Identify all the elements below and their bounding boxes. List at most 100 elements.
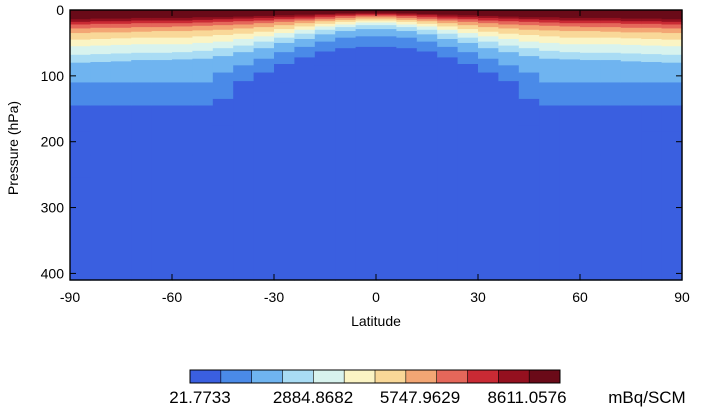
heatmap-cell [151, 31, 173, 39]
heatmap-cell [131, 52, 153, 61]
heatmap-cell [437, 38, 459, 48]
heatmap-cell [233, 24, 255, 30]
heatmap-cell [233, 18, 255, 22]
heatmap-cell [70, 28, 91, 34]
heatmap-cell [620, 105, 642, 156]
heatmap-cell [294, 26, 316, 31]
heatmap-cell [70, 10, 91, 20]
heatmap-cell [478, 92, 499, 281]
heatmap-cell [192, 17, 214, 21]
heatmap-cell [498, 81, 520, 107]
heatmap-cell [90, 54, 112, 63]
heatmap-cell [641, 21, 663, 25]
heatmap-cell [294, 14, 316, 18]
heatmap-cell [396, 10, 418, 14]
heatmap-cell [151, 10, 173, 19]
heatmap-cell [416, 10, 438, 15]
heatmap-cell [457, 15, 479, 18]
heatmap-cell [396, 21, 418, 26]
heatmap-cell [559, 17, 581, 22]
heatmap-cell [580, 23, 601, 28]
heatmap-cell [212, 19, 234, 23]
heatmap-cell [314, 15, 336, 18]
heatmap-cell [253, 20, 275, 24]
heatmap-cell [580, 10, 601, 19]
heatmap-cell [314, 10, 336, 15]
heatmap-cell [641, 23, 663, 29]
heatmap-cell [233, 21, 255, 26]
heatmap-cell [274, 19, 295, 23]
heatmap-cell [416, 17, 438, 20]
heatmap-cell [151, 154, 173, 281]
heatmap-cell [559, 59, 581, 84]
colorbar-tick-label: 5747.9629 [380, 388, 460, 407]
heatmap-cell [661, 39, 683, 47]
heatmap-cell [580, 44, 601, 54]
heatmap-cell [212, 72, 234, 100]
heatmap-cell [437, 69, 459, 281]
heatmap-cell [70, 19, 91, 23]
heatmap-cell [110, 23, 132, 29]
heatmap-cell [580, 60, 601, 84]
heatmap-cell [641, 38, 663, 47]
heatmap-cell [233, 65, 255, 82]
heatmap-cell [355, 29, 377, 37]
heatmap-cell [376, 36, 397, 48]
heatmap-cell [376, 12, 397, 15]
heatmap-cell [172, 59, 193, 84]
heatmap-cell [457, 37, 479, 44]
heatmap-cell [192, 30, 214, 37]
heatmap-cell [559, 10, 581, 19]
heatmap-cell [437, 29, 459, 35]
heatmap-cell [131, 82, 153, 107]
heatmap-cell [274, 64, 295, 84]
heatmap-cell [335, 19, 357, 23]
colorbar-swatch [436, 370, 468, 383]
heatmap-cell [396, 19, 418, 23]
heatmap-cell [233, 16, 255, 20]
heatmap-cell [661, 24, 683, 30]
heatmap-cell [376, 25, 397, 30]
heatmap-cell [70, 24, 91, 30]
colorbar-swatch [375, 370, 407, 383]
heatmap-cell [661, 62, 683, 84]
heatmap-cell [192, 82, 214, 107]
heatmap-cell [110, 82, 132, 107]
axes: -90 -60 -30 0 30 60 90 0 100 200 300 400 [41, 2, 690, 305]
y-tick-label: 100 [41, 68, 65, 84]
heatmap-cell [539, 25, 561, 32]
heatmap-cell [559, 20, 581, 24]
heatmap-cell [131, 27, 153, 33]
heatmap-cell [437, 10, 459, 16]
y-tick-label: 0 [56, 2, 64, 18]
heatmap-cell [314, 41, 336, 53]
x-tick-label: 60 [572, 289, 588, 305]
heatmap-cell [478, 27, 499, 33]
heatmap-cell [457, 17, 479, 20]
heatmap-cell [314, 51, 336, 66]
heatmap-cell [437, 14, 459, 18]
heatmap-cell [620, 18, 642, 22]
colorbar-tick-label: 8611.0576 [487, 388, 566, 407]
heatmap-cell [498, 33, 520, 40]
heatmap-cell [580, 37, 601, 45]
heatmap-cell [580, 154, 601, 281]
heatmap-cell [539, 36, 561, 44]
heatmap-cell [131, 105, 153, 156]
heatmap-cell [172, 20, 193, 24]
heatmap-cell [437, 20, 459, 24]
heatmap-cell [172, 52, 193, 60]
heatmap-cell [110, 53, 132, 62]
heatmap-cell [172, 10, 193, 19]
heatmap-cell [600, 44, 622, 54]
heatmap-cell [478, 17, 499, 22]
heatmap-cell [600, 60, 622, 84]
heatmap-cell [192, 25, 214, 32]
heatmap-cell [355, 65, 377, 281]
heatmap-cell [539, 105, 561, 156]
heatmap-cell [396, 24, 418, 28]
heatmap-cell [110, 32, 132, 39]
heatmap-cell [498, 18, 520, 22]
heatmap-cell [376, 29, 397, 37]
heatmap-cell [212, 10, 234, 18]
